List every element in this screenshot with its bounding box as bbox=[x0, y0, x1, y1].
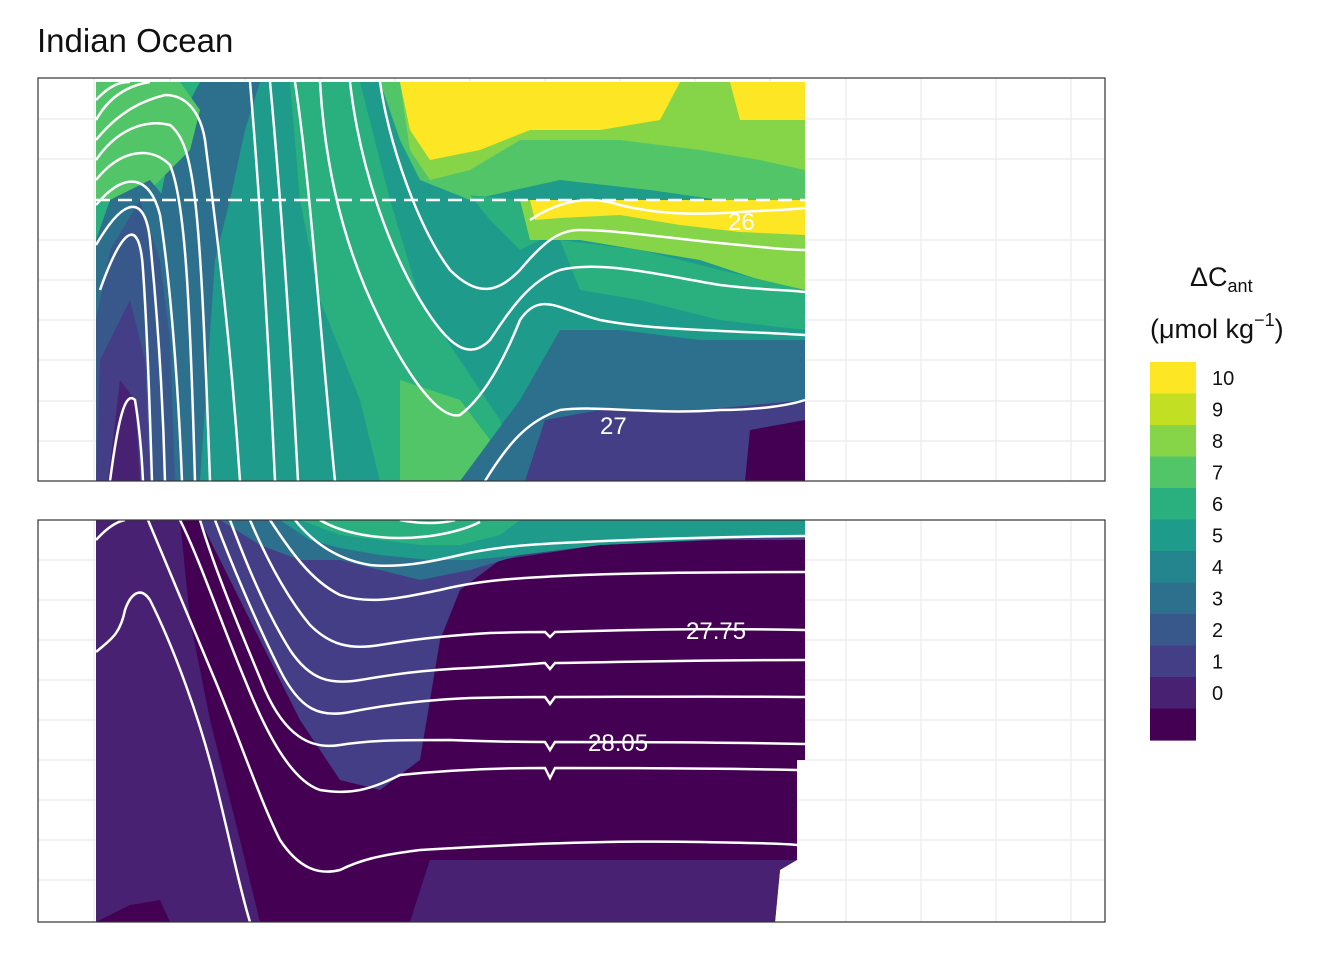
legend-color-bar bbox=[1150, 362, 1196, 741]
upper-density-contours bbox=[94, 80, 806, 481]
legend-swatch bbox=[1150, 488, 1196, 521]
legend-title-subscript: ant bbox=[1228, 276, 1253, 296]
legend-break-label: 7 bbox=[1212, 462, 1223, 484]
legend-unit: (μmol kg−1) bbox=[1150, 310, 1284, 344]
legend-title-main: ΔC bbox=[1190, 262, 1228, 292]
legend-break-label: 2 bbox=[1212, 620, 1223, 642]
legend-break-label: 8 bbox=[1212, 431, 1223, 453]
legend-swatch bbox=[1150, 519, 1196, 552]
legend-swatch bbox=[1150, 677, 1196, 710]
legend-swatch bbox=[1150, 582, 1196, 615]
lower-density-contours bbox=[95, 520, 806, 922]
legend-swatch bbox=[1150, 425, 1196, 458]
legend-break-label: 4 bbox=[1212, 557, 1223, 579]
legend-break-label: 0 bbox=[1212, 683, 1223, 705]
legend-break-label: 10 bbox=[1212, 368, 1234, 390]
legend-break-label: 3 bbox=[1212, 588, 1223, 610]
upper-panel-border bbox=[37, 77, 1106, 482]
lower-panel-border bbox=[37, 519, 1106, 923]
upper-filled-contours bbox=[96, 82, 805, 481]
contour-label-27-75: 27.75 bbox=[686, 618, 746, 645]
upper-panel: 26 27 bbox=[37, 77, 1106, 482]
legend-unit-superscript: −1 bbox=[1254, 310, 1275, 330]
legend-title: ΔCant bbox=[1190, 262, 1253, 296]
legend-break-label: 5 bbox=[1212, 525, 1223, 547]
legend-unit-close: ) bbox=[1275, 314, 1284, 344]
legend-swatch bbox=[1150, 645, 1196, 678]
contour-label-28-05: 28.05 bbox=[588, 730, 648, 757]
legend-swatch bbox=[1150, 393, 1196, 426]
legend-break-label: 9 bbox=[1212, 399, 1223, 421]
legend-break-label: 6 bbox=[1212, 494, 1223, 516]
legend-unit-main: (μmol kg bbox=[1150, 314, 1254, 344]
contour-label-27: 27 bbox=[600, 413, 627, 440]
legend-break-label: 1 bbox=[1212, 651, 1223, 673]
chart-title: Indian Ocean bbox=[37, 22, 234, 59]
legend-swatch bbox=[1150, 708, 1196, 741]
lower-filled-contours bbox=[96, 520, 805, 922]
legend-swatch bbox=[1150, 456, 1196, 489]
legend-swatch bbox=[1150, 362, 1196, 395]
legend-swatch bbox=[1150, 551, 1196, 584]
lower-panel: 27.75 28.05 bbox=[37, 519, 1106, 923]
legend-swatch bbox=[1150, 614, 1196, 647]
contour-label-26: 26 bbox=[728, 209, 755, 236]
